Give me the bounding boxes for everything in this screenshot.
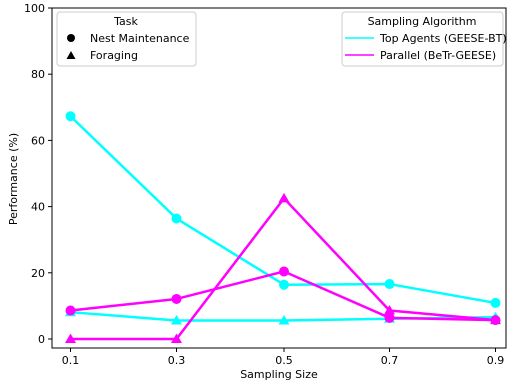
data-point xyxy=(490,314,501,325)
data-point xyxy=(384,305,395,315)
legend-task-title: Task xyxy=(113,15,138,28)
series-3 xyxy=(65,192,501,343)
legend-task-box xyxy=(56,11,197,67)
x-tick-label: 0.3 xyxy=(168,354,186,367)
plot-frame xyxy=(51,7,507,349)
legend-task: Task Nest Maintenance Foraging xyxy=(56,11,197,67)
series-line xyxy=(70,270,496,322)
x-tick-label: 0.7 xyxy=(381,354,399,367)
data-point xyxy=(65,333,76,343)
data-point xyxy=(279,279,289,290)
x-axis-ticks: 0.1 0.3 0.5 0.7 0.9 xyxy=(62,348,505,367)
legend-algorithm-entry-parallel: Parallel (BeTr-GEESE) xyxy=(380,49,496,62)
legend-triangle-marker xyxy=(66,51,76,59)
data-point xyxy=(171,293,182,304)
legend-algorithm: Sampling Algorithm Top Agents (GEESE-BT)… xyxy=(341,11,507,67)
data-point xyxy=(65,305,76,316)
y-tick-label: 40 xyxy=(31,201,45,214)
x-tick-label: 0.1 xyxy=(62,354,80,367)
legend-task-entry-foraging: Foraging xyxy=(90,49,138,62)
data-point xyxy=(65,111,76,122)
legend-algorithm-entry-top: Top Agents (GEESE-BT) xyxy=(379,32,507,45)
data-point xyxy=(384,312,395,323)
data-point xyxy=(171,333,182,343)
y-tick-label: 100 xyxy=(24,2,45,15)
y-tick-label: 60 xyxy=(31,134,45,147)
y-axis-ticks: 0 20 40 60 80 100 xyxy=(24,2,52,346)
y-axis-label: Performance (%) xyxy=(7,133,20,225)
data-point xyxy=(278,314,290,325)
legend-algorithm-box xyxy=(341,11,504,67)
y-tick-label: 0 xyxy=(38,333,45,346)
legend-algorithm-title: Sampling Algorithm xyxy=(368,15,477,28)
data-point xyxy=(384,279,395,290)
data-point xyxy=(490,297,501,308)
legend-circle-marker xyxy=(67,34,75,42)
x-tick-label: 0.9 xyxy=(487,354,505,367)
series-layer xyxy=(65,111,501,343)
data-point xyxy=(278,192,290,203)
x-tick-label: 0.5 xyxy=(275,354,293,367)
series-0 xyxy=(65,111,501,308)
y-tick-label: 80 xyxy=(31,68,45,81)
data-point xyxy=(279,266,289,277)
series-2 xyxy=(65,266,501,326)
data-point xyxy=(171,314,182,325)
y-tick-label: 20 xyxy=(31,267,45,280)
legend-task-entry-nest: Nest Maintenance xyxy=(90,32,190,45)
data-point xyxy=(171,213,182,224)
x-axis-label: Sampling Size xyxy=(240,368,318,381)
